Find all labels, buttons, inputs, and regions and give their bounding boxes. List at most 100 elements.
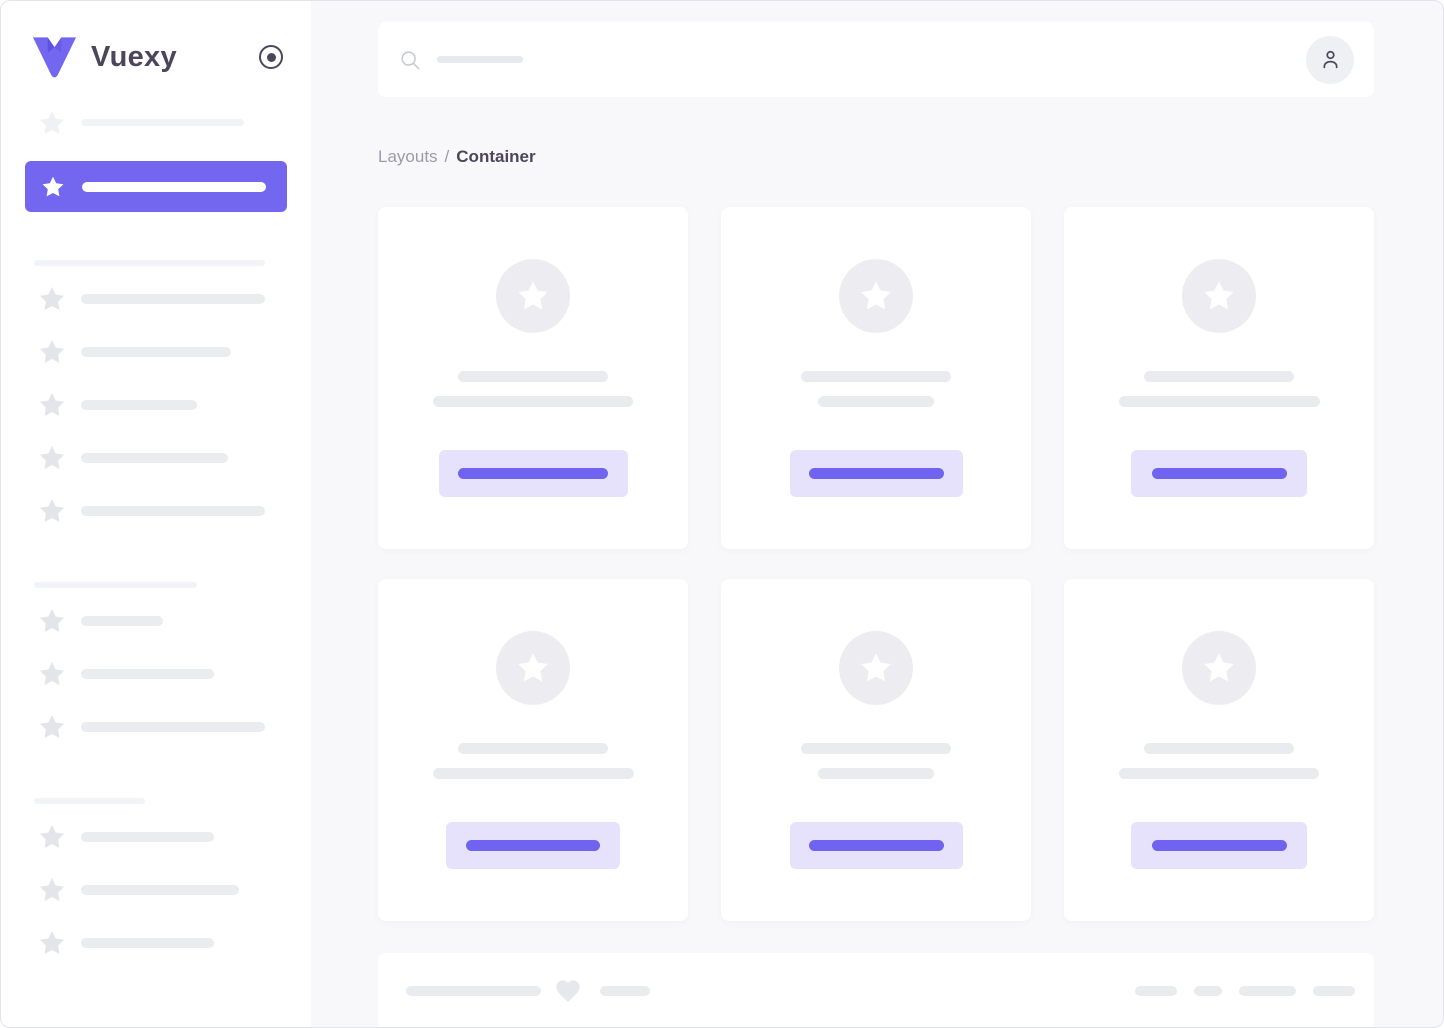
placeholder-button[interactable] <box>446 822 620 869</box>
star-avatar <box>1182 631 1256 705</box>
card-subtitle-skeleton <box>818 768 934 779</box>
sidebar-menu-item[interactable] <box>38 712 287 741</box>
breadcrumb: Layouts / Container <box>378 147 1374 167</box>
main-content: Layouts / Container <box>311 1 1443 1027</box>
footer-skeleton-bar <box>406 986 541 996</box>
sidebar-menu-item[interactable] <box>38 390 287 419</box>
button-label-skeleton <box>1151 840 1287 851</box>
placeholder-button[interactable] <box>789 822 963 869</box>
menu-label-skeleton <box>81 346 231 357</box>
breadcrumb-separator: / <box>444 147 450 166</box>
menu-label-skeleton <box>81 399 197 410</box>
heart-icon <box>554 977 582 1005</box>
vuexy-logo[interactable]: Vuexy <box>31 35 177 79</box>
menu-label-skeleton <box>82 181 266 192</box>
star-icon <box>38 444 66 472</box>
footer-skeleton-bar <box>1239 986 1296 996</box>
star-avatar <box>496 259 570 333</box>
button-label-skeleton <box>466 840 600 851</box>
breadcrumb-parent[interactable]: Layouts <box>378 147 438 166</box>
star-icon <box>38 823 66 851</box>
search-icon <box>399 49 421 71</box>
star-icon <box>861 653 891 682</box>
menu-label-skeleton <box>81 884 239 895</box>
placeholder-button[interactable] <box>1131 450 1307 497</box>
card-title-skeleton <box>458 371 608 382</box>
search-bar[interactable] <box>378 22 1374 97</box>
button-label-skeleton <box>808 468 944 479</box>
star-icon <box>38 285 66 313</box>
sidebar-menu-item[interactable] <box>25 161 287 212</box>
card-subtitle-skeleton <box>1118 396 1320 407</box>
section-title-skeleton <box>34 582 197 588</box>
star-icon <box>38 929 66 957</box>
sidebar-section <box>1 582 311 741</box>
sidebar: Vuexy <box>1 1 311 1027</box>
placeholder-card <box>1064 579 1374 921</box>
button-label-skeleton <box>808 840 944 851</box>
logo-text: Vuexy <box>91 40 177 73</box>
search-placeholder-skeleton <box>437 56 523 63</box>
vuexy-logo-icon <box>31 35 78 79</box>
sidebar-menu-item[interactable] <box>38 337 287 366</box>
sidebar-menu-item[interactable] <box>38 928 287 957</box>
menu-label-skeleton <box>81 668 214 679</box>
sidebar-menu-item[interactable] <box>38 875 287 904</box>
sidebar-menu-item[interactable] <box>38 606 287 635</box>
sidebar-menu <box>1 80 311 957</box>
sidebar-menu-item[interactable] <box>38 496 287 525</box>
sidebar-menu-item[interactable] <box>38 822 287 851</box>
footer-card <box>378 953 1374 1027</box>
placeholder-card <box>378 207 688 549</box>
menu-label-skeleton <box>81 831 214 842</box>
sidebar-section <box>1 798 311 957</box>
menu-label-skeleton <box>81 721 265 732</box>
card-subtitle-skeleton <box>1119 768 1319 779</box>
menu-label-skeleton <box>81 937 214 948</box>
card-title-skeleton <box>801 371 951 382</box>
section-title-skeleton <box>34 260 265 266</box>
sidebar-header: Vuexy <box>1 1 311 80</box>
footer-skeleton-bar <box>600 986 650 996</box>
card-title-skeleton <box>801 743 951 754</box>
placeholder-card <box>721 207 1031 549</box>
menu-label-skeleton <box>81 505 265 516</box>
star-icon <box>38 607 66 635</box>
star-icon <box>38 338 66 366</box>
button-label-skeleton <box>458 468 608 479</box>
section-title-skeleton <box>34 798 145 804</box>
star-icon <box>38 876 66 904</box>
star-avatar <box>496 631 570 705</box>
card-subtitle-skeleton <box>432 768 634 779</box>
button-label-skeleton <box>1151 468 1287 479</box>
sidebar-menu-item[interactable] <box>38 443 287 472</box>
footer-right-skeleton-group <box>1135 986 1355 996</box>
placeholder-card <box>721 579 1031 921</box>
placeholder-button[interactable] <box>789 450 963 497</box>
card-title-skeleton <box>1144 743 1294 754</box>
sidebar-menu-item[interactable] <box>38 108 287 137</box>
star-avatar <box>839 631 913 705</box>
star-icon <box>38 660 66 688</box>
placeholder-button[interactable] <box>438 450 628 497</box>
menu-label-skeleton <box>81 452 228 463</box>
star-avatar <box>839 259 913 333</box>
star-icon <box>518 653 548 682</box>
breadcrumb-current: Container <box>456 147 536 166</box>
star-icon <box>861 281 891 310</box>
radio-circle-icon[interactable] <box>259 45 283 69</box>
user-avatar[interactable] <box>1306 35 1354 84</box>
placeholder-card <box>378 579 688 921</box>
sidebar-menu-item[interactable] <box>38 659 287 688</box>
sidebar-menu-item[interactable] <box>38 284 287 313</box>
footer-skeleton-bar <box>1135 986 1177 996</box>
star-icon <box>38 109 66 137</box>
card-title-skeleton <box>458 743 608 754</box>
placeholder-button[interactable] <box>1131 822 1307 869</box>
footer-skeleton-bar <box>1194 986 1222 996</box>
menu-label-skeleton <box>81 293 265 304</box>
star-icon <box>38 497 66 525</box>
menu-label-skeleton <box>81 615 163 626</box>
star-icon <box>41 175 65 199</box>
